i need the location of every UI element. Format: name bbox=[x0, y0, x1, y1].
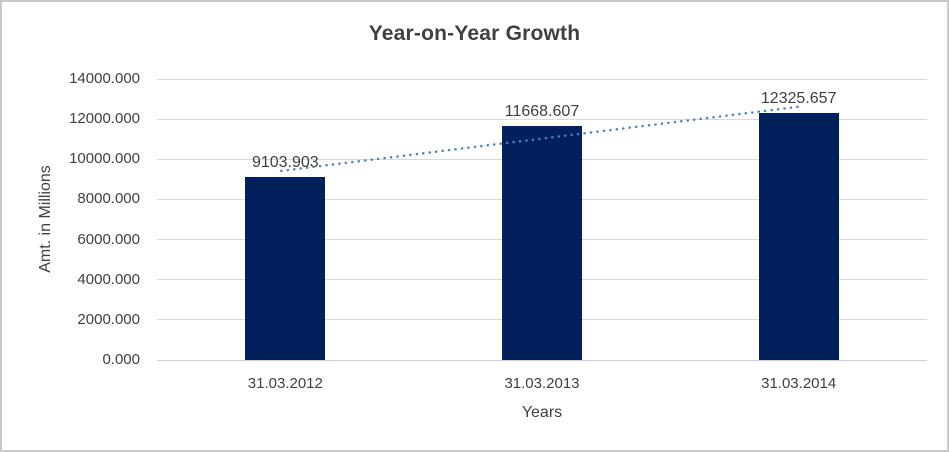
x-axis-tick-label: 31.03.2014 bbox=[761, 375, 837, 392]
bar-value-label: 11668.607 bbox=[504, 102, 580, 120]
x-axis-tick-label: 31.03.2012 bbox=[247, 375, 323, 392]
x-axis-title: Years bbox=[521, 404, 563, 421]
bar bbox=[502, 125, 582, 360]
y-axis-title: Amt. in Millions bbox=[37, 165, 54, 273]
bar-value-label: 9103.903 bbox=[251, 154, 319, 172]
y-axis-tick-label: 12000.000 bbox=[69, 110, 140, 128]
y-axis-tick-label: 0.000 bbox=[102, 351, 140, 368]
bar bbox=[758, 112, 839, 360]
y-axis-tick-label: 6000.000 bbox=[77, 230, 140, 248]
y-axis-tick-label: 8000.000 bbox=[77, 190, 140, 208]
gridline bbox=[157, 78, 927, 80]
y-axis-tick-label: 2000.000 bbox=[77, 310, 140, 328]
chart-title: Year-on-Year Growth bbox=[368, 22, 581, 45]
y-axis-tick-label: 14000.000 bbox=[69, 70, 140, 87]
x-axis-tick-label: 31.03.2013 bbox=[504, 375, 580, 392]
x-axis-line bbox=[157, 359, 927, 361]
y-axis-tick-label: 10000.000 bbox=[69, 150, 140, 168]
bar bbox=[245, 177, 326, 360]
y-axis-tick-label: 4000.000 bbox=[77, 270, 140, 288]
bar-value-label: 12325.657 bbox=[760, 89, 837, 107]
